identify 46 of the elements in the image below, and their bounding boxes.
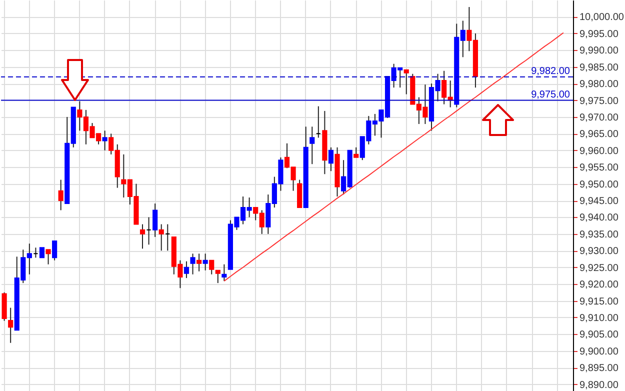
y-tick-label: 9,970.00	[580, 112, 619, 124]
candlestick	[140, 224, 146, 250]
candlestick	[58, 179, 64, 211]
y-tick-label: 9,925.00	[580, 262, 619, 274]
y-tick-label: 9,915.00	[580, 296, 619, 308]
candlestick	[404, 69, 409, 95]
y-tick-label: 9,910.00	[580, 312, 619, 324]
y-tick-label: 9,940.00	[580, 212, 619, 224]
y-tick-label: 9,980.00	[580, 79, 619, 90]
candlestick	[215, 270, 220, 284]
candlestick	[190, 253, 196, 275]
y-tick-label: 10,000.00	[580, 12, 624, 24]
y-tick-label: 9,960.00	[580, 146, 619, 157]
y-tick-label: 9,945.00	[580, 196, 619, 208]
candlestick	[222, 264, 227, 282]
candlestick	[46, 249, 51, 265]
candlestick	[202, 253, 208, 271]
y-tick-label: 9,900.00	[580, 346, 619, 358]
candlestick	[184, 260, 190, 279]
candlestick	[102, 130, 108, 151]
y-tick-label: 9,935.00	[580, 229, 619, 240]
candlestick	[39, 247, 45, 258]
candlestick	[52, 240, 58, 261]
y-tick-label: 9,930.00	[580, 246, 619, 258]
candlestick	[8, 307, 14, 344]
y-tick-label: 9,890.00	[580, 380, 619, 391]
candlestick	[328, 146, 334, 172]
y-tick-label: 9,995.00	[580, 28, 619, 40]
y-tick-label: 9,985.00	[580, 62, 619, 74]
y-tick-label: 9,895.00	[580, 363, 619, 374]
y-tick-label: 9,905.00	[580, 330, 619, 341]
candlestick	[354, 146, 359, 158]
y-tick-label: 9,975.00	[580, 96, 619, 107]
candlestick	[152, 203, 158, 238]
y-tick-label: 9,955.00	[580, 162, 619, 174]
candlestick	[297, 179, 302, 208]
ref-line-label: 9,982.00	[531, 66, 570, 77]
y-tick-label: 9,920.00	[580, 280, 619, 291]
candlestick	[196, 253, 202, 272]
ref-line-label: 9,975.00	[531, 89, 570, 100]
y-tick-label: 9,990.00	[580, 46, 619, 57]
candlestick	[310, 126, 315, 165]
candlestick	[158, 224, 164, 252]
y-tick-label: 9,950.00	[580, 179, 619, 190]
candlestick	[209, 260, 214, 275]
y-tick-label: 9,965.00	[580, 129, 619, 140]
